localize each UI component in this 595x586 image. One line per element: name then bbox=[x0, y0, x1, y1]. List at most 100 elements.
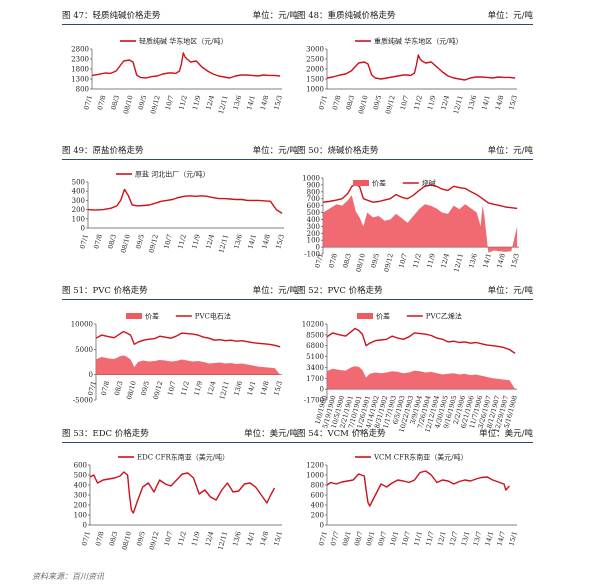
x-tick-label: 08/7 bbox=[353, 530, 365, 546]
legend-label: EDC CFR东南亚（美元/吨） bbox=[137, 453, 229, 462]
series-line bbox=[91, 52, 281, 79]
x-tick-label: 10/7 bbox=[164, 94, 176, 110]
x-tick-label: 13/1 bbox=[460, 530, 472, 546]
y-tick-label: 1000 bbox=[306, 472, 324, 480]
x-tick-label: 14/8 bbox=[259, 94, 271, 110]
chart-panel: 图 53：EDC 价格走势 单位：美元/吨 0 100 200 300 400 500 600 0… bbox=[62, 428, 298, 575]
legend-swatch bbox=[353, 180, 369, 186]
x-tick-label: 08/10 bbox=[120, 530, 133, 550]
x-tick-label: 14/8 bbox=[494, 94, 506, 110]
line-chart: 800 1300 1800 2300 2800 07/1 07/8 08/3 08/10 09/5… bbox=[71, 37, 284, 115]
x-tick-label: 11/2 bbox=[179, 380, 191, 396]
x-tick-label: 08/3 bbox=[341, 253, 353, 269]
x-tick-label: 08/3 bbox=[106, 233, 118, 249]
y-tick-label: 800 bbox=[76, 86, 89, 94]
legend-label: VCM CFR东南亚（美元/吨） bbox=[373, 453, 468, 462]
y-tick-label: 6800 bbox=[306, 342, 324, 350]
x-tick-label: 10/7 bbox=[166, 380, 178, 396]
x-tick-label: 07/1 bbox=[317, 530, 329, 546]
x-tick-label: 08/3 bbox=[108, 530, 120, 546]
x-tick-label: 12/1 bbox=[436, 530, 448, 546]
figure-unit: 单位：元/吨 bbox=[252, 286, 298, 296]
x-tick-label: 09/12 bbox=[149, 94, 162, 114]
x-tick-label: 09/5 bbox=[140, 380, 152, 396]
x-tick-label: 08/10 bbox=[354, 253, 367, 273]
x-tick-label: 07/8 bbox=[92, 233, 104, 249]
figure-unit: 单位：元/吨 bbox=[487, 146, 533, 156]
y-tick-label: 400 bbox=[74, 482, 87, 490]
x-tick-label: 11/2 bbox=[412, 94, 424, 110]
line-chart: -5000 0 5000 10000 07/1 07/8 08/3 08/10 09/5 09/1… bbox=[71, 312, 284, 405]
x-tick-label: 08/3 bbox=[113, 380, 125, 396]
x-tick-label: 09/7 bbox=[377, 530, 389, 546]
x-tick-label: 12/11 bbox=[216, 530, 229, 550]
x-tick-label: 11/9 bbox=[426, 94, 438, 110]
x-tick-label: 07/8 bbox=[331, 94, 343, 110]
x-tick-label: 07/1 bbox=[86, 380, 98, 396]
y-tick-label: 600 bbox=[311, 492, 324, 500]
x-tick-label: 08/3 bbox=[110, 94, 122, 110]
x-tick-label: 09/12 bbox=[382, 253, 395, 273]
x-tick-label: 09/12 bbox=[152, 380, 165, 400]
figure-caption: 图 51：PVC 价格走势 bbox=[62, 286, 148, 296]
x-tick-label: 08/3 bbox=[345, 94, 357, 110]
figure-header: 图 52：PVC 价格走势 单位：元/吨 bbox=[297, 285, 533, 300]
x-tick-label: 07/1 bbox=[313, 253, 325, 269]
chart-area: -5000 0 5000 10000 07/1 07/8 08/3 08/10 09/5 09/1… bbox=[62, 302, 298, 432]
figure-header: 图 54：VCM 价格走势 单位：美元/吨 bbox=[297, 428, 533, 443]
line-chart: -1700017003400510068008500102001/0/19005… bbox=[302, 312, 519, 433]
figure-header: 图 53：EDC 价格走势 单位：美元/吨 bbox=[62, 428, 298, 443]
figure-unit: 单位：元/吨 bbox=[487, 11, 533, 21]
legend-label: PVC电石法 bbox=[195, 312, 231, 321]
y-tick-label: 10200 bbox=[302, 321, 324, 329]
legend-label: PVC乙烯法 bbox=[426, 312, 462, 321]
y-tick-label: 100 bbox=[307, 237, 320, 245]
y-tick-label: 900 bbox=[307, 181, 320, 189]
x-tick-label: 14/1 bbox=[245, 530, 257, 546]
x-tick-label: 15/3 bbox=[274, 233, 286, 249]
series-area bbox=[327, 366, 516, 390]
x-tick-label: 10/7 bbox=[400, 530, 412, 546]
x-tick-label: 13/6 bbox=[467, 253, 479, 269]
y-tick-label: 1000 bbox=[306, 86, 324, 94]
x-tick-label: 09/5 bbox=[369, 253, 381, 269]
x-tick-label: 11/9 bbox=[191, 94, 203, 110]
figure-unit: 单位：元/吨 bbox=[487, 286, 533, 296]
series-line bbox=[95, 330, 281, 348]
y-tick-label: 300 bbox=[74, 492, 87, 500]
y-tick-label: 300 bbox=[307, 223, 320, 231]
legend-swatch bbox=[126, 313, 142, 319]
y-tick-label: 500 bbox=[307, 209, 320, 217]
x-tick-label: 11/9 bbox=[425, 253, 437, 269]
x-tick-label: 08/10 bbox=[122, 94, 135, 114]
chart-area: 0 100 200 300 400 500 600 07/1 07/8 08/3 08/10 09/5… bbox=[62, 445, 298, 575]
x-tick-label: 08/10 bbox=[119, 233, 132, 253]
chart-panel: 图 48：重质纯碱价格走势 单位：元/吨 1000 1500 2000 2500 3000 0… bbox=[297, 10, 533, 149]
x-tick-label: 09/12 bbox=[147, 233, 160, 253]
x-tick-label: 15/3 bbox=[272, 380, 284, 396]
x-tick-label: 09/5 bbox=[134, 233, 146, 249]
chart-panel: 图 51：PVC 价格走势 单位：元/吨 -5000 0 5000 10000 07/1 07… bbox=[62, 285, 298, 432]
x-tick-label: 08/10 bbox=[125, 380, 138, 400]
x-tick-label: 12/4 bbox=[440, 94, 452, 110]
y-tick-label: 3400 bbox=[306, 364, 324, 372]
x-tick-label: 12/4 bbox=[204, 233, 216, 249]
y-tick-label: 200 bbox=[72, 206, 85, 214]
y-tick-label: 0 bbox=[83, 522, 87, 530]
x-tick-label: 08/10 bbox=[357, 94, 370, 114]
x-tick-label: 13/6 bbox=[233, 380, 245, 396]
x-tick-label: 09/12 bbox=[148, 530, 161, 550]
y-tick-label: 2300 bbox=[71, 56, 89, 64]
y-tick-label: 5100 bbox=[306, 353, 324, 361]
x-tick-label: 14/1 bbox=[481, 253, 493, 269]
y-tick-label: 1300 bbox=[71, 76, 89, 84]
figure-caption: 图 53：EDC 价格走势 bbox=[62, 429, 149, 439]
x-tick-label: 10/7 bbox=[163, 530, 175, 546]
y-tick-label: 1000 bbox=[302, 175, 320, 183]
x-tick-label: 11/9 bbox=[190, 530, 202, 546]
y-tick-label: 200 bbox=[311, 512, 324, 520]
x-tick-label: 15/3 bbox=[272, 94, 284, 110]
